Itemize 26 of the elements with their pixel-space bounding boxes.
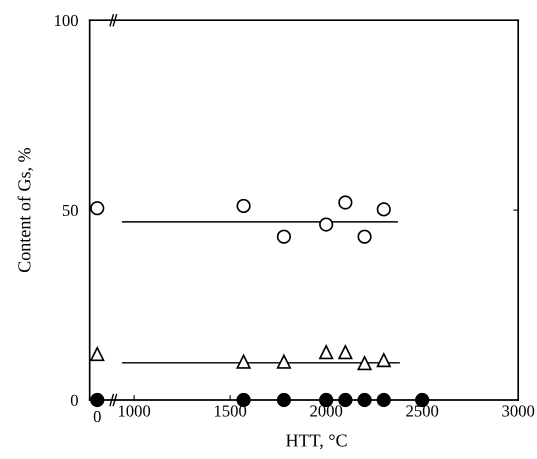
point <box>236 198 251 214</box>
point <box>276 392 291 408</box>
point <box>357 356 372 370</box>
point <box>319 217 334 232</box>
x-tick-label: 3000 <box>502 405 534 417</box>
point <box>276 354 291 369</box>
point <box>236 354 251 369</box>
x-tick-label: 2500 <box>406 405 438 417</box>
point <box>376 392 391 408</box>
point <box>338 345 352 360</box>
point <box>276 230 291 244</box>
y-tick-label: 50 <box>62 204 78 216</box>
y-tick-label: 100 <box>55 14 78 26</box>
point <box>319 345 334 360</box>
y-tick-label: 0 <box>70 394 78 406</box>
point <box>376 353 391 368</box>
point <box>357 392 372 408</box>
x-tick-label: 1500 <box>214 405 246 417</box>
point <box>338 195 352 210</box>
x-axis-title: HTT, °C <box>286 434 347 450</box>
y-axis-title: Content of Gs, % <box>18 148 34 272</box>
x-tick-label: 1000 <box>118 405 150 417</box>
x-tick-label: 2000 <box>310 405 342 417</box>
point <box>357 230 372 244</box>
point <box>376 202 391 216</box>
x-tick-label: 0 <box>94 410 101 422</box>
